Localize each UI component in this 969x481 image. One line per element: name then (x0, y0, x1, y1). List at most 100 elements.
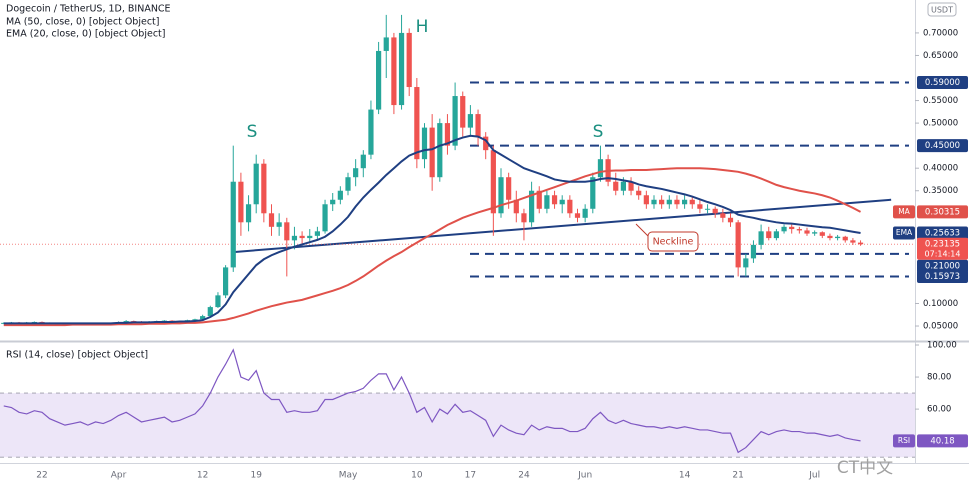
candle-body (383, 37, 389, 51)
candle-body (819, 232, 825, 236)
pattern-annotation: S (593, 122, 604, 142)
indicator-value: 0.25633 (925, 228, 960, 238)
y-tick-label: 60.00 (927, 405, 951, 415)
pattern-annotation: S (247, 122, 258, 142)
candle-body (857, 242, 864, 245)
candle-body (551, 195, 558, 205)
candle-body (636, 190, 642, 196)
candle-body (513, 199, 519, 214)
candle-body (230, 181, 236, 268)
candle-body (666, 199, 672, 205)
candle-body (314, 231, 320, 236)
indicator-tag: RSI (898, 436, 910, 445)
y-tick-label: 0.50000 (923, 119, 958, 129)
candle-body (536, 190, 542, 209)
indicator-tag: MA (898, 207, 910, 216)
neckline (233, 198, 892, 254)
candle-body (215, 295, 221, 308)
candle-body (421, 127, 428, 160)
candle-body (192, 319, 198, 321)
candle-body (353, 168, 359, 178)
level-label: 0.15973 (925, 272, 960, 282)
level-label: 0.45000 (925, 141, 960, 151)
x-tick-label: May (339, 471, 358, 481)
x-tick-label: Apr (111, 471, 127, 481)
candle-body (712, 208, 718, 214)
indicator-tag-bg (893, 205, 915, 219)
candle-body (391, 37, 397, 106)
y-tick-label: 0.10000 (923, 299, 958, 309)
y-tick-label: 0.40000 (923, 164, 958, 174)
chart-title: Dogecoin / TetherUS, 1D, BINANCE (6, 4, 171, 15)
candle-body (490, 150, 496, 214)
currency-box (927, 2, 957, 17)
candle-body (429, 127, 435, 178)
candle-body (437, 123, 443, 178)
candle-body (796, 229, 802, 231)
indicator-value-bg (917, 434, 968, 448)
candle-body (781, 226, 787, 232)
candle-body (276, 222, 282, 227)
callout-text: Neckline (653, 237, 694, 248)
indicator-line (3, 134, 861, 325)
candle-body (651, 199, 657, 205)
indicator-value-bg (917, 205, 968, 219)
rsi-line (3, 348, 861, 454)
candle-body (299, 235, 305, 239)
x-tick-label: Jul (808, 471, 820, 481)
candle-body (697, 204, 703, 209)
candle-body (406, 32, 412, 88)
level-label-bg (917, 270, 968, 284)
candle-body (590, 177, 596, 209)
candle-body (735, 222, 741, 268)
candle-body (620, 181, 626, 191)
candle-body (582, 208, 588, 218)
y-tick-label: 0.05000 (923, 322, 958, 332)
candle-body (238, 181, 244, 223)
candle-body (291, 235, 298, 241)
candle-body (330, 199, 336, 205)
indicator-tag-bg (893, 226, 915, 240)
candle-body (245, 204, 252, 223)
candle-body (689, 199, 695, 205)
candle-body (376, 50, 382, 110)
callout-box (647, 231, 699, 252)
candle-body (345, 177, 351, 191)
candle-body (842, 236, 848, 241)
candle-body (337, 190, 343, 200)
candle-body (827, 235, 833, 239)
y-tick-label: 100.00 (927, 341, 957, 351)
level-label-bg (917, 259, 968, 273)
candle-body (835, 236, 841, 239)
candle-body (475, 114, 481, 137)
candle-body (483, 136, 489, 151)
watermark: CT中文 (837, 458, 893, 478)
candle-body (444, 123, 451, 146)
candle-body (674, 199, 680, 205)
x-tick-label: 14 (679, 471, 691, 481)
candle-body (773, 231, 779, 239)
candle-body (720, 213, 726, 218)
candle-body (200, 316, 206, 320)
plot-layer (0, 14, 915, 458)
candle-body (597, 159, 604, 178)
level-label-bg (917, 76, 968, 90)
candle-body (529, 190, 535, 223)
candle-body (544, 195, 550, 209)
indicator-value-bg (917, 226, 968, 240)
candle-body (643, 195, 649, 205)
legend-entry: MA (50, close, 0) [object Object] (6, 17, 159, 28)
x-tick-label: 10 (411, 471, 423, 481)
candle-body (628, 181, 634, 191)
x-tick-label: Jun (577, 471, 592, 481)
candle-body (750, 244, 757, 259)
price-label-bg (917, 237, 968, 260)
candle-body (567, 199, 573, 214)
x-tick-label: 22 (36, 471, 47, 481)
indicator-tag-bg (893, 434, 915, 448)
candle-body (322, 204, 328, 232)
y-tick-label: 80.00 (927, 373, 951, 383)
x-tick-label: 19 (250, 471, 262, 481)
candle-body (758, 231, 764, 245)
